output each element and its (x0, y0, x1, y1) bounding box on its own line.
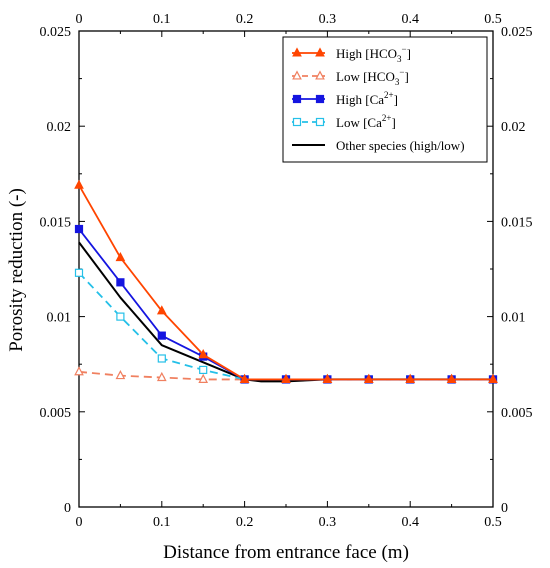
series-line (78, 272, 493, 381)
x-tick-label-bottom: 0 (76, 515, 83, 530)
legend-entry-low-hco3: Low [HCO3−] (292, 67, 409, 87)
x-tick-label-bottom: 0.3 (319, 515, 337, 530)
data-point (157, 331, 166, 340)
legend-marker (315, 117, 325, 127)
series-high-ca2 (74, 224, 498, 384)
x-tick-label-bottom: 0.2 (236, 515, 254, 530)
legend-label: High [Ca2+] (336, 90, 398, 107)
legend-marker (315, 47, 325, 57)
x-tick-label-top: 0.4 (401, 12, 419, 27)
y-tick-label-left: 0 (64, 501, 71, 516)
y-axis-title: Porosity reduction (-) (6, 188, 27, 352)
legend-label: Low [HCO3−] (336, 67, 409, 87)
legend: High [HCO3−] Low [HCO3−] High [Ca2+] Low [C… (282, 36, 488, 163)
legend-label: Low [Ca2+] (336, 113, 396, 130)
data-point (115, 251, 126, 262)
x-tick-label-top: 0.3 (319, 12, 337, 27)
legend-marker (292, 94, 302, 104)
series-high-hco3 (74, 179, 498, 383)
data-point (363, 373, 374, 383)
legend-label: Other species (high/low) (336, 138, 465, 153)
data-point (239, 373, 250, 383)
data-point (156, 371, 167, 382)
data-point (74, 179, 84, 189)
y-tick-label-left: 0.025 (40, 25, 72, 40)
legend-marker (292, 47, 302, 57)
legend-marker (315, 94, 325, 104)
y-tick-label-right: 0.025 (501, 25, 533, 40)
data-point (488, 373, 498, 383)
legend-entry-other-species-high-low: Other species (high/low) (292, 138, 465, 153)
data-point (157, 354, 166, 363)
x-tick-label-top: 0 (76, 12, 83, 27)
data-point (198, 373, 209, 383)
axis-ticks: 000.10.10.20.20.30.30.40.40.50.50 00.005 0… (40, 12, 533, 530)
data-point (405, 373, 416, 383)
x-axis-title: Distance from entrance face (m) (163, 542, 409, 563)
legend-entry-high-ca2: High [Ca2+] (292, 90, 398, 107)
x-tick-label-top: 0.1 (153, 12, 171, 27)
y-tick-label-left: 0.005 (40, 406, 72, 421)
data-point (115, 370, 126, 380)
x-tick-label-bottom: 0.1 (153, 515, 171, 530)
data-point (74, 366, 84, 376)
data-point (198, 349, 209, 359)
data-point (74, 268, 84, 277)
data-point (116, 312, 125, 321)
series-other-species-high-low (78, 241, 493, 383)
x-tick-label-bottom: 0.5 (484, 515, 502, 530)
data-point (322, 373, 333, 383)
y-tick-label-left: 0.01 (47, 311, 72, 326)
series-line (78, 241, 493, 383)
data-point (116, 278, 125, 287)
legend-entry-low-ca2: Low [Ca2+] (292, 113, 396, 130)
data-point (446, 373, 457, 383)
y-tick-label-right: 0.01 (501, 311, 526, 326)
y-tick-label-right: 0 (501, 501, 508, 516)
x-tick-label-top: 0.5 (484, 12, 502, 27)
legend-marker (292, 70, 302, 80)
series-line (78, 184, 493, 381)
data-point (156, 305, 167, 315)
data-series (74, 179, 498, 384)
y-tick-label-right: 0.015 (501, 215, 533, 230)
y-tick-label-left: 0.015 (40, 215, 72, 230)
data-point (74, 224, 84, 234)
legend-entry-high-hco3: High [HCO3−] (292, 44, 411, 64)
series-line (78, 228, 493, 381)
legend-marker (292, 117, 302, 127)
legend-marker (315, 70, 325, 80)
data-point (281, 373, 291, 383)
x-tick-label-bottom: 0.4 (401, 515, 419, 530)
data-point (199, 365, 208, 375)
series-low-ca2 (74, 268, 498, 384)
y-tick-label-right: 0.02 (501, 120, 526, 135)
y-tick-label-right: 0.005 (501, 406, 533, 421)
y-tick-label-left: 0.02 (47, 120, 72, 135)
legend-label: High [HCO3−] (336, 44, 411, 64)
x-tick-label-top: 0.2 (236, 12, 254, 27)
